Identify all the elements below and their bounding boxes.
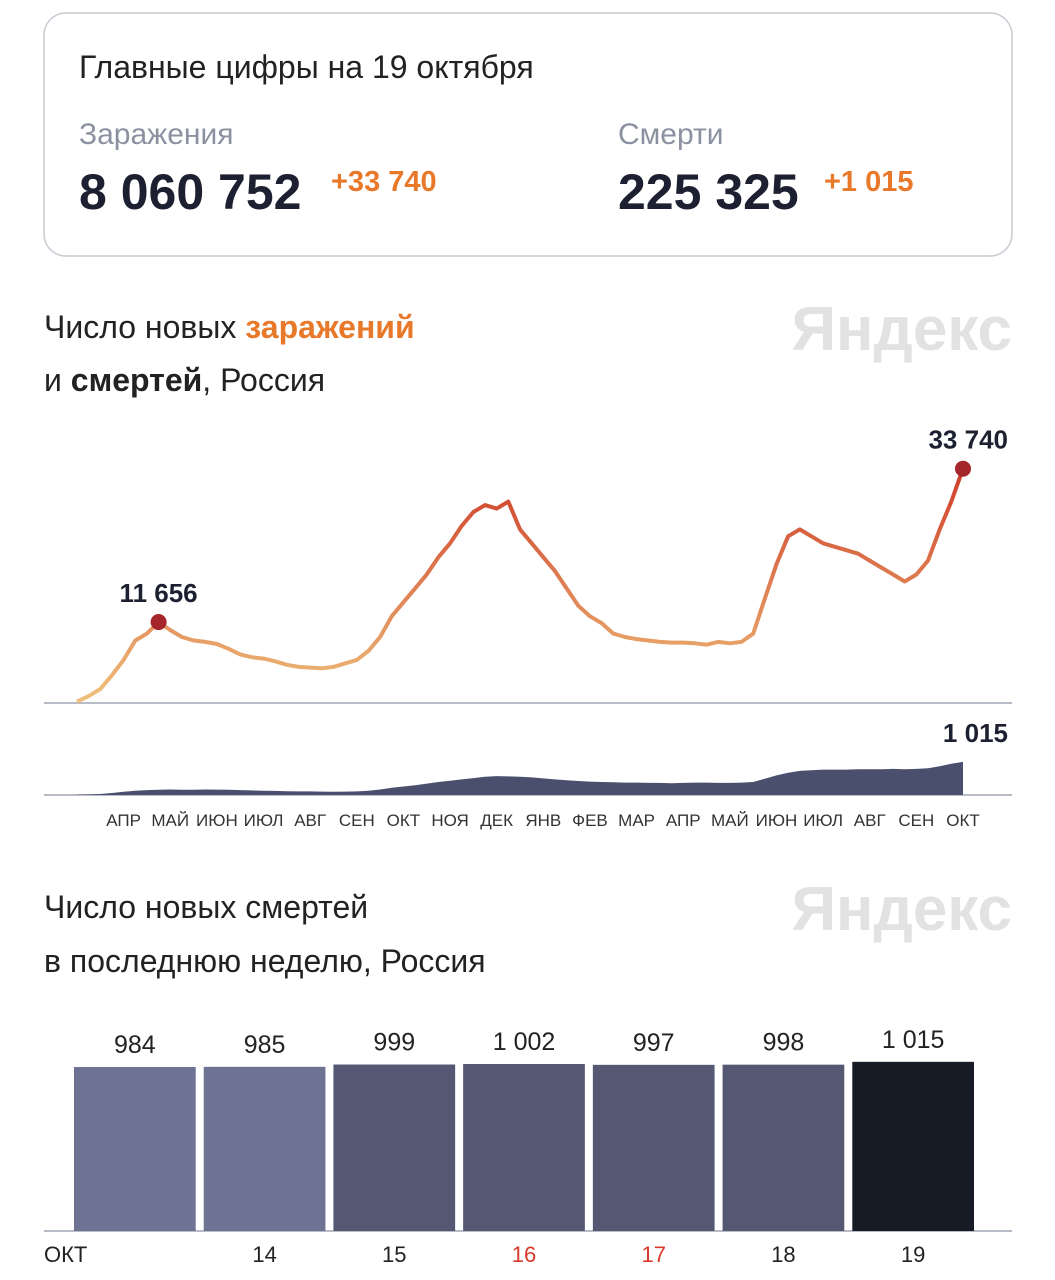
watermark: Яндекс [791,875,1012,944]
data-label: 1 002 [493,1028,556,1056]
x-tick-label: МАР [618,811,655,830]
summary-title: Главные цифры на 19 октября [79,49,534,85]
chart-title: в последнюю неделю, Россия [44,943,486,979]
deaths-label: Смерти [618,118,724,151]
x-tick-label: 14 [252,1242,276,1267]
bar [463,1064,585,1231]
summary-card [43,12,1013,257]
x-tick-label: НОЯ [431,811,468,830]
bar [203,1066,326,1231]
data-label: 984 [114,1031,156,1059]
x-tick-label: 17 [641,1242,665,1267]
cases-delta: +33 740 [331,166,437,198]
x-tick-label: АПР [666,811,701,830]
x-tick-label: АВГ [854,811,886,830]
x-tick-label: ИЮЛ [244,811,284,830]
chart-title: и смертей, Россия [44,362,325,398]
x-tick-label: АВГ [294,811,326,830]
cases-line [76,468,965,704]
x-tick-label: АПР [106,811,141,830]
data-label: 985 [244,1031,286,1059]
deaths-total: 225 325 [618,164,799,220]
x-tick-label: ОКТ [387,811,421,830]
deaths-area [77,761,963,795]
point-dot [955,460,971,477]
x-tick-label: ФЕВ [572,811,608,830]
data-label: 1 015 [943,718,1008,748]
x-tick-label: 19 [901,1242,925,1267]
title-part: смертей [71,362,203,398]
point-dot [150,614,167,631]
bar [592,1064,715,1231]
title-part: заражений [245,309,414,345]
cases-label: Заражения [79,118,234,151]
title-part: и [44,362,71,398]
data-label: 11 656 [120,578,198,608]
x-tick-label: 18 [771,1242,795,1267]
x-tick-label: 15 [382,1242,406,1267]
bar [852,1061,974,1231]
cases-total: 8 060 752 [79,164,301,220]
x-tick-label: МАЙ [711,811,749,830]
x-tick-label: МАЙ [151,811,189,830]
bar [333,1064,456,1231]
month-label: ОКТ [44,1242,87,1267]
x-tick-label: ДЕК [480,811,513,830]
x-tick-label: ИЮН [196,811,238,830]
x-tick-label: СЕН [339,811,375,830]
watermark: Яндекс [791,295,1012,364]
data-label: 999 [373,1029,415,1057]
chart-title: Число новых смертей [44,889,368,925]
x-tick-label: СЕН [898,811,934,830]
title-part: Число новых [44,309,245,345]
data-label: 33 740 [928,425,1008,455]
bar [722,1064,845,1231]
x-tick-label: ОКТ [946,811,980,830]
data-label: 1 015 [882,1026,945,1054]
data-label: 998 [763,1029,805,1057]
data-label: 997 [633,1029,675,1057]
bar [74,1067,196,1231]
deaths-delta: +1 015 [824,166,914,198]
title-part: , Россия [202,362,325,398]
x-tick-label: 16 [512,1242,536,1267]
x-tick-label: ЯНВ [525,811,561,830]
chart-title: Число новых заражений [44,309,415,345]
x-tick-label: ИЮЛ [803,811,843,830]
x-tick-label: ИЮН [756,811,798,830]
